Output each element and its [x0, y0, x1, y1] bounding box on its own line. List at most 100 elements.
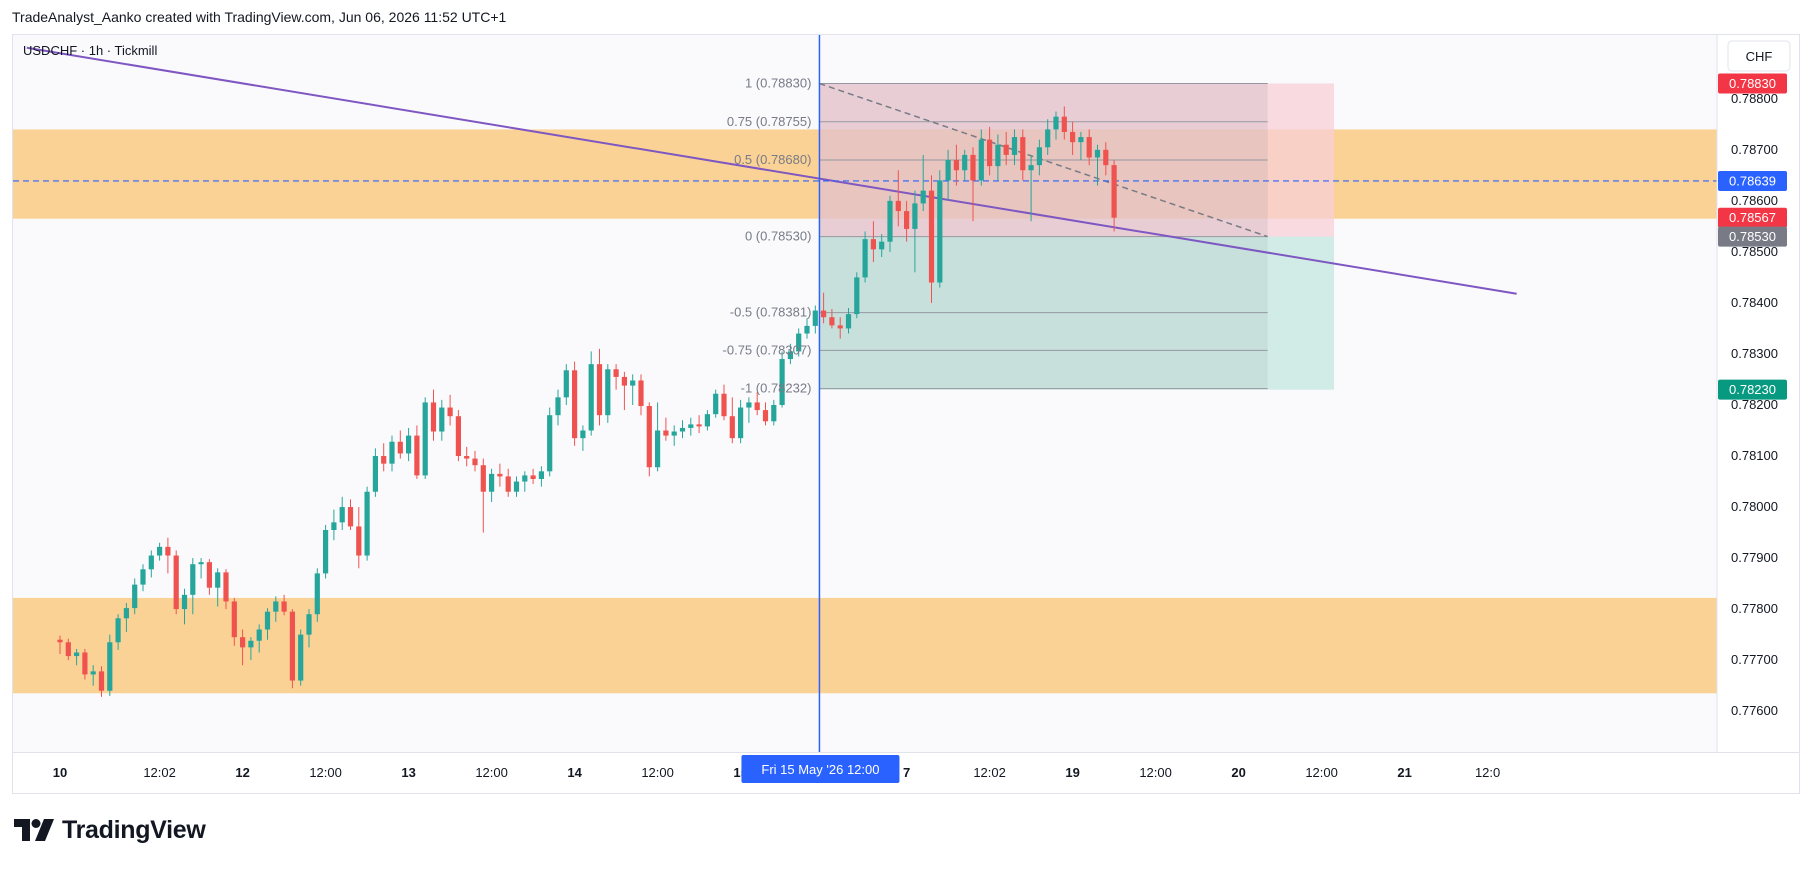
- candle-body: [1036, 147, 1042, 166]
- price-tick-label: 0.78500: [1731, 244, 1778, 259]
- candle: [1045, 119, 1051, 155]
- candle-body: [987, 139, 993, 167]
- candle-body: [505, 476, 511, 492]
- candle: [713, 389, 719, 418]
- candle-body: [455, 416, 461, 457]
- candle: [505, 468, 511, 497]
- candle-body: [538, 471, 544, 479]
- candle: [821, 292, 827, 324]
- candle-body: [331, 522, 337, 531]
- chart-area[interactable]: 1 (0.78830) 0.75 (0.78755) 0.5 (0.78680) 0 …: [12, 34, 1800, 794]
- candle-body: [547, 415, 553, 472]
- price-chart[interactable]: 1 (0.78830) 0.75 (0.78755) 0.5 (0.78680) 0 …: [13, 35, 1799, 793]
- time-tick-label: 12:0: [1475, 765, 1500, 780]
- candle-body: [762, 410, 769, 422]
- candle: [447, 394, 453, 426]
- candle: [804, 318, 810, 339]
- candle-body: [605, 369, 611, 416]
- candle: [289, 609, 295, 689]
- candle: [738, 399, 744, 444]
- price-tag: [1718, 207, 1787, 228]
- candle-body: [862, 239, 868, 278]
- candle: [422, 397, 428, 479]
- candle: [762, 402, 769, 426]
- candle-body: [422, 402, 428, 476]
- candle: [787, 343, 793, 365]
- candle-body: [1045, 129, 1051, 148]
- attribution-text: TradeAnalyst_Aanko created with TradingV…: [12, 9, 507, 25]
- candle: [837, 317, 843, 339]
- position-tool: [819, 83, 1335, 390]
- dashed-trendline: [819, 82, 1268, 238]
- candle-body: [430, 402, 437, 432]
- candle-body: [630, 380, 636, 386]
- symbol-label[interactable]: USDCHF · 1h · Tickmill: [23, 43, 157, 58]
- candle: [273, 596, 279, 622]
- candle-body: [596, 364, 603, 416]
- candle: [1020, 129, 1026, 181]
- candle-body: [82, 652, 88, 675]
- candle-body: [729, 416, 735, 439]
- candle-body: [613, 369, 619, 377]
- candle: [223, 569, 229, 610]
- candle-body: [671, 431, 677, 436]
- candle: [563, 364, 569, 405]
- candle-body: [497, 473, 503, 477]
- candle-body: [796, 333, 802, 352]
- candle-body: [754, 402, 760, 411]
- candle-body: [663, 430, 669, 436]
- candle-body: [1028, 165, 1034, 171]
- price-tag-label: 0.78567: [1729, 210, 1776, 225]
- candle: [646, 402, 652, 477]
- candle: [497, 463, 503, 487]
- candle-body: [1003, 144, 1009, 155]
- candle: [796, 328, 802, 357]
- time-tick-label: 12: [235, 765, 249, 780]
- candle-body: [480, 465, 486, 492]
- price-tick-label: 0.77900: [1731, 550, 1778, 565]
- fibonacci-retracement: [819, 82, 1268, 390]
- price-tick-label: 0.78600: [1731, 193, 1778, 208]
- candle: [771, 399, 777, 426]
- candle-body: [513, 481, 520, 492]
- candle: [1028, 154, 1034, 222]
- candle-body: [1078, 137, 1084, 143]
- candle-body: [198, 562, 204, 565]
- candle: [115, 614, 121, 650]
- price-tag-label: 0.78230: [1729, 382, 1776, 397]
- candle-body: [206, 562, 212, 588]
- candle: [721, 384, 727, 421]
- candle: [397, 430, 403, 459]
- time-tick-label: 12:00: [475, 765, 508, 780]
- candle-body: [165, 546, 171, 556]
- candle: [489, 468, 495, 502]
- price-tick-label: 0.77800: [1731, 601, 1778, 616]
- candle: [190, 558, 196, 615]
- candle: [173, 550, 179, 615]
- price-tick-label: 0.78000: [1731, 499, 1778, 514]
- candle: [480, 458, 486, 533]
- candle-body: [738, 407, 744, 439]
- price-tick-label: 0.78800: [1731, 91, 1778, 106]
- candle-body: [389, 441, 395, 464]
- fib-level-label: -0.5 (0.78381): [730, 305, 812, 320]
- candle: [1053, 111, 1059, 140]
- fib-level-label: 0.5 (0.78680): [734, 152, 811, 167]
- candle: [414, 425, 420, 479]
- candle: [1003, 131, 1009, 166]
- price-tag-label: 0.78830: [1729, 76, 1776, 91]
- candle: [281, 594, 287, 616]
- currency-button[interactable]: CHF: [1727, 40, 1791, 72]
- price-tags: 0.78830 0.78567 0.78530 0.78230 0.78639: [1718, 73, 1787, 400]
- candle: [555, 389, 561, 426]
- time-axis: 10 12:02 12 12:00 13 12:00 14 12:00 15 7 12:02 19 12…: [53, 765, 1500, 780]
- candle-body: [472, 458, 478, 466]
- currency-label: CHF: [1746, 49, 1773, 64]
- crosshair-time-label: Fri 15 May '26 12:00: [761, 762, 879, 777]
- price-tick-label: 0.78200: [1731, 397, 1778, 412]
- candle-body: [356, 526, 362, 556]
- candle-body: [870, 239, 876, 250]
- tradingview-logo[interactable]: TradingView: [14, 816, 206, 844]
- candle: [845, 308, 852, 334]
- candle-body: [298, 634, 304, 681]
